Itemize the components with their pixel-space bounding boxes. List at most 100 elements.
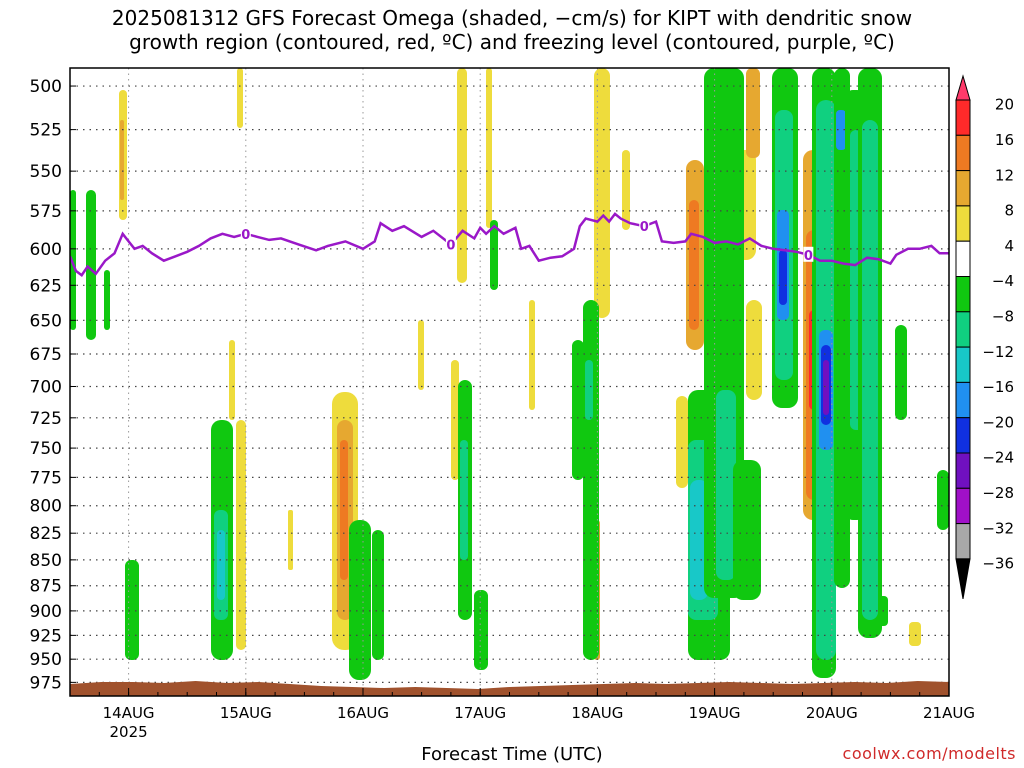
y-tick-label: 750 [30, 439, 62, 459]
omega-blob [288, 510, 293, 570]
omega-blob [716, 390, 736, 580]
y-tick-label: 525 [30, 121, 62, 141]
colorbar-segment [955, 205, 971, 242]
y-tick-label: 550 [30, 162, 62, 182]
omega-blob [937, 470, 949, 530]
colorbar-label: −36 [982, 555, 1014, 573]
omega-blob [746, 68, 760, 158]
x-year-label: 2025 [110, 723, 148, 741]
colorbar-label: −28 [982, 484, 1014, 502]
colorbar-label: −12 [982, 343, 1014, 361]
y-tick-label: 850 [30, 551, 62, 571]
colorbar-min-arrow [955, 558, 971, 599]
colorbar-label: 8 [1004, 202, 1014, 220]
omega-blob [689, 200, 699, 330]
x-tick-label: 14AUG [103, 704, 155, 722]
omega-blob [862, 120, 878, 620]
contour-label-bg [240, 225, 251, 241]
contour-label-bg [445, 236, 456, 252]
omega-blob [474, 590, 488, 670]
omega-blob [746, 300, 762, 400]
y-tick-label: 900 [30, 602, 62, 622]
omega-blob [895, 325, 907, 420]
y-tick-label: 675 [30, 345, 62, 365]
colorbar-segment [955, 523, 971, 560]
omega-blob [622, 150, 630, 230]
freezing-level-labels: 0 0 0 0 [240, 218, 814, 264]
y-tick-label: 950 [30, 650, 62, 670]
colorbar-segment [955, 170, 971, 207]
x-tick-label: 16AUG [337, 704, 389, 722]
colorbar-label: −4 [992, 272, 1014, 290]
colorbar-label: −16 [982, 378, 1014, 396]
omega-blob [529, 300, 535, 410]
y-tick-label: 625 [30, 276, 62, 296]
y-tick-label: 825 [30, 524, 62, 544]
colorbar-segment [955, 276, 971, 313]
colorbar-segment [955, 452, 971, 489]
omega-blob [340, 440, 348, 580]
colorbar-segment [955, 240, 971, 277]
omega-blob [594, 68, 610, 318]
x-tick-label: 20AUG [806, 704, 858, 722]
omega-blob [733, 460, 761, 600]
x-axis-label: Forecast Time (UTC) [421, 744, 603, 765]
y-tick-label: 575 [30, 202, 62, 222]
omega-blob [836, 110, 846, 150]
y-tick-label: 600 [30, 240, 62, 260]
colorbar-label: −20 [982, 413, 1014, 431]
omega-blob [104, 270, 110, 330]
colorbar-label: 4 [1004, 237, 1014, 255]
colorbar-label: 16 [995, 131, 1014, 149]
colorbar-label: 20 [995, 96, 1014, 114]
contour-label: 0 [446, 238, 455, 253]
y-tick-label: 800 [30, 497, 62, 517]
colorbar-segment [955, 311, 971, 348]
y-tick-label: 875 [30, 577, 62, 597]
colorbar-label: −8 [992, 307, 1014, 325]
chart-title: 2025081312 GFS Forecast Omega (shaded, −… [0, 6, 1024, 54]
omega-blob [236, 420, 246, 650]
colorbar-label: −32 [982, 519, 1014, 537]
omega-blob [572, 340, 584, 480]
freezing-level-line [70, 212, 949, 277]
colorbar-segment [955, 381, 971, 419]
omega-blob [86, 190, 96, 340]
omega-blob [70, 190, 76, 330]
omega-blob [120, 120, 124, 200]
x-tick-label: 17AUG [454, 704, 506, 722]
y-tick-label: 500 [30, 77, 62, 97]
terrain-fill [70, 681, 949, 696]
colorbar: 20 16 12 8 4 −4 −8 −12 −16 −20 −24 −28 −32 −36 [955, 74, 1014, 599]
colorbar-max-arrow [955, 74, 971, 101]
contour-label: 0 [640, 220, 649, 235]
colorbar-segment [955, 346, 971, 383]
omega-blob [349, 520, 371, 680]
x-tick-label: 15AUG [220, 704, 272, 722]
contour-label: 0 [241, 228, 250, 243]
x-axis: 14AUG 15AUG 16AUG 17AUG 18AUG 19AUG 20AUG 21AUG… [69, 688, 975, 741]
omega-blob [490, 220, 498, 290]
terrain-strip [70, 681, 949, 696]
omega-blob [237, 68, 243, 128]
omega-blob [779, 250, 787, 305]
colorbar-segment [955, 134, 971, 172]
omega-blob [217, 530, 225, 600]
colorbar-segment [955, 99, 971, 136]
y-tick-label: 775 [30, 468, 62, 488]
y-tick-label: 650 [30, 311, 62, 331]
omega-blob [585, 360, 593, 420]
omega-blob [460, 440, 468, 560]
colorbar-segment [955, 417, 971, 454]
omega-blob [457, 68, 467, 283]
y-tick-label: 725 [30, 409, 62, 429]
omega-blob [823, 360, 829, 415]
contour-label: 0 [804, 249, 813, 264]
colorbar-label: 12 [995, 166, 1014, 184]
y-axis: 500 525 550 575 600 625 650 675 700 725 750 775 800 8… [30, 77, 76, 693]
chart-title-line2: growth region (contoured, red, ºC) and f… [129, 30, 895, 54]
omega-blob [909, 622, 921, 646]
omega-shading-layer [70, 68, 949, 680]
omega-blob [690, 480, 708, 600]
